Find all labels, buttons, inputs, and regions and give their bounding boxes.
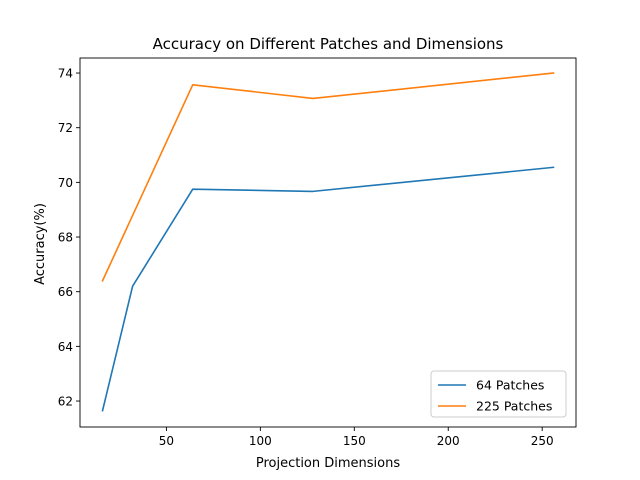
- series-line-2: [101, 72, 555, 282]
- y-tick-label: 64: [58, 340, 73, 354]
- chart-title: Accuracy on Different Patches and Dimens…: [153, 35, 504, 53]
- y-tick-label: 72: [58, 121, 73, 135]
- x-tick-label: 150: [343, 434, 366, 448]
- y-tick-label: 66: [58, 285, 73, 299]
- y-tick-label: 62: [58, 395, 73, 409]
- x-tick-label: 200: [437, 434, 460, 448]
- x-tick-label: 50: [159, 434, 174, 448]
- legend-label-1: 64 Patches: [476, 378, 544, 393]
- y-tick-label: 74: [58, 67, 73, 81]
- plot-frame: [79, 57, 577, 428]
- y-tick-label: 70: [58, 176, 73, 190]
- x-axis-label: Projection Dimensions: [256, 456, 401, 471]
- plot-area: 50 100 150 200 250 62 64 66 68 70 72 74 64 Patches 22…: [58, 57, 577, 448]
- y-tick-label: 68: [58, 231, 73, 245]
- series-line-1: [101, 166, 555, 412]
- y-axis-label: Accuracy(%): [33, 203, 48, 285]
- x-tick-label: 100: [249, 434, 272, 448]
- x-tick-label: 250: [531, 434, 554, 448]
- legend-label-2: 225 Patches: [476, 399, 552, 414]
